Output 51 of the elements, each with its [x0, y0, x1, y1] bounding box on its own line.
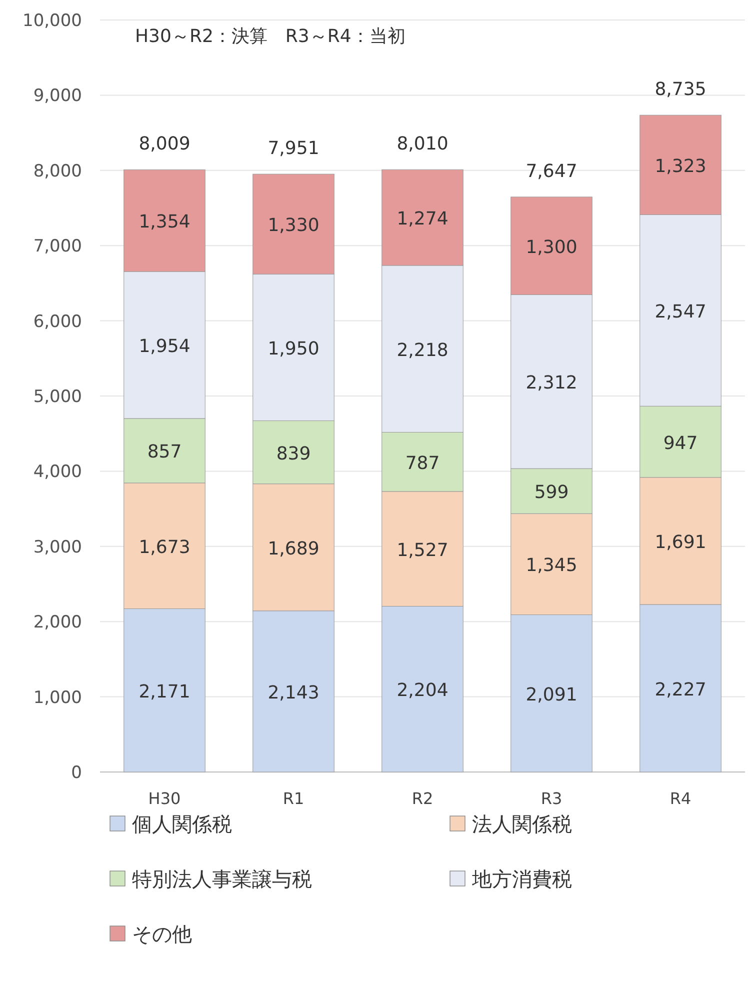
y-tick-label: 10,000 [22, 11, 82, 31]
data-label: 1,300 [526, 236, 578, 258]
data-label: 2,227 [654, 679, 706, 700]
annotation: H30～R2：決算 R3～R4：当初 [135, 26, 406, 47]
data-label: 1,330 [268, 215, 320, 236]
data-label: 599 [534, 482, 569, 504]
y-tick-label: 4,000 [33, 462, 82, 482]
data-label: 1,673 [138, 536, 190, 558]
y-tick-label: 8,000 [33, 161, 82, 182]
data-label: 839 [276, 443, 311, 464]
data-label: 1,354 [138, 212, 190, 233]
data-label: 2,204 [396, 680, 448, 702]
legend-label: 個人関係税 [132, 812, 232, 836]
y-tick-label: 7,000 [33, 236, 82, 257]
data-label: 2,171 [138, 681, 190, 702]
total-label: 8,735 [654, 79, 706, 100]
y-tick-label: 5,000 [33, 387, 82, 407]
data-label: 2,312 [526, 372, 578, 394]
x-tick-label: R3 [540, 789, 562, 808]
data-label: 2,218 [396, 340, 448, 361]
y-tick-label: 3,000 [33, 537, 82, 558]
data-label: 1,950 [268, 338, 320, 360]
legend-label: 法人関係税 [472, 812, 572, 836]
legend-label: その他 [132, 922, 192, 946]
data-label: 2,143 [268, 682, 320, 704]
x-tick-label: R2 [412, 789, 434, 808]
data-label: 1,323 [654, 156, 706, 177]
y-tick-label: 6,000 [33, 312, 82, 332]
y-tick-label: 0 [71, 763, 82, 783]
y-tick-label: 9,000 [33, 86, 82, 106]
data-label: 1,527 [396, 540, 448, 561]
x-tick-label: H30 [148, 789, 181, 808]
data-label: 787 [405, 452, 440, 474]
total-label: 7,951 [268, 138, 320, 160]
data-label: 1,954 [138, 336, 190, 358]
data-label: 857 [147, 442, 182, 463]
data-label: 1,345 [526, 555, 578, 576]
total-label: 7,647 [526, 160, 578, 182]
x-tick-label: R4 [670, 789, 692, 808]
data-label: 2,091 [526, 684, 578, 706]
data-label: 1,689 [268, 538, 320, 560]
data-label: 947 [663, 432, 698, 454]
y-tick-label: 1,000 [33, 688, 82, 708]
legend-label: 地方消費税 [471, 867, 572, 891]
data-label: 1,274 [396, 208, 448, 230]
data-label: 1,691 [654, 532, 706, 553]
y-tick-label: 2,000 [33, 612, 82, 633]
x-tick-label: R1 [282, 789, 304, 808]
total-label: 8,010 [396, 134, 448, 155]
data-label: 2,547 [654, 301, 706, 322]
total-label: 8,009 [138, 134, 190, 155]
